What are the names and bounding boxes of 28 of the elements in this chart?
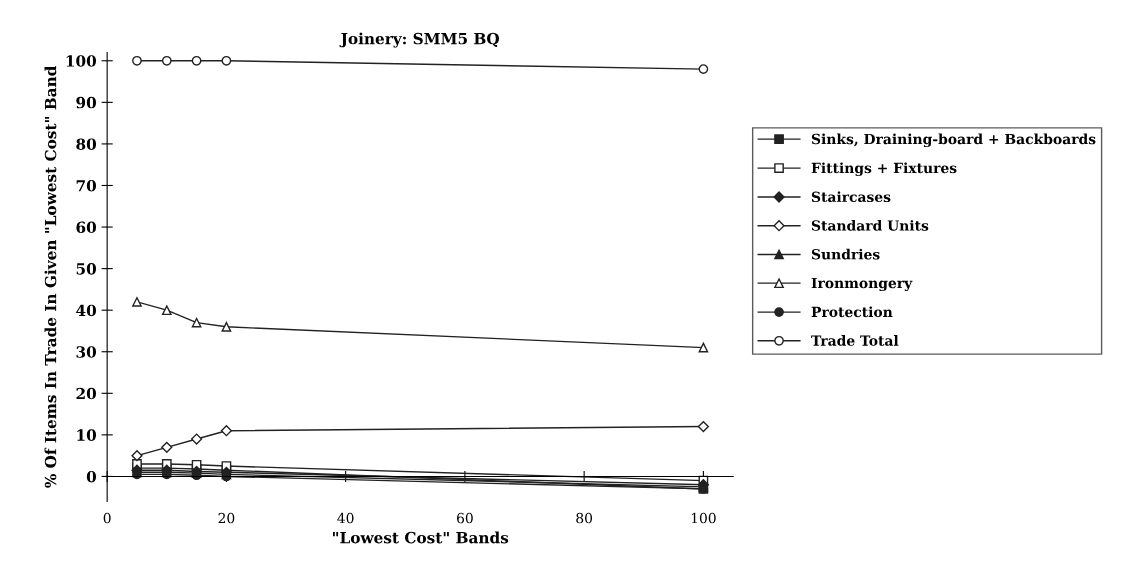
x-tick-label: 80 xyxy=(576,512,593,524)
y-tick-label: 30 xyxy=(76,346,97,358)
legend-label: Sinks, Draining-board + Backboards xyxy=(811,133,1096,148)
y-tick-label: 20 xyxy=(76,387,97,400)
y-tick-label: 60 xyxy=(76,221,97,234)
legend-label: Trade Total xyxy=(811,335,899,346)
legend-label: Ironmongery xyxy=(811,277,913,292)
y-axis-title: % Of Items In Trade In Given "Lowest Cost" Band xyxy=(44,65,57,488)
legend-label: Sundries xyxy=(811,248,880,260)
y-tick-label: 100 xyxy=(66,55,97,67)
y-tick-label: 90 xyxy=(76,96,97,109)
legend-label: Fittings + Fixtures xyxy=(811,162,957,177)
legend-label: Protection xyxy=(811,306,893,318)
x-tick-label: 40 xyxy=(337,512,354,524)
y-tick-label: 70 xyxy=(76,179,97,192)
y-tick-label: 80 xyxy=(76,138,97,150)
x-axis-title: "Lowest Cost" Bands xyxy=(333,531,509,544)
y-tick-label: 10 xyxy=(77,429,97,441)
x-tick-label: 100 xyxy=(691,512,716,524)
chart-title: Joinery: SMM5 BQ xyxy=(339,32,500,48)
y-tick-label: 40 xyxy=(76,304,97,317)
legend-label: Standard Units xyxy=(811,220,929,231)
y-tick-label: 0 xyxy=(86,470,97,483)
x-tick-label: 20 xyxy=(218,512,235,524)
x-tick-label: 0 xyxy=(103,512,111,524)
legend-label: Staircases xyxy=(811,191,891,203)
y-tick-label: 50 xyxy=(76,263,97,275)
x-tick-label: 60 xyxy=(456,512,473,524)
